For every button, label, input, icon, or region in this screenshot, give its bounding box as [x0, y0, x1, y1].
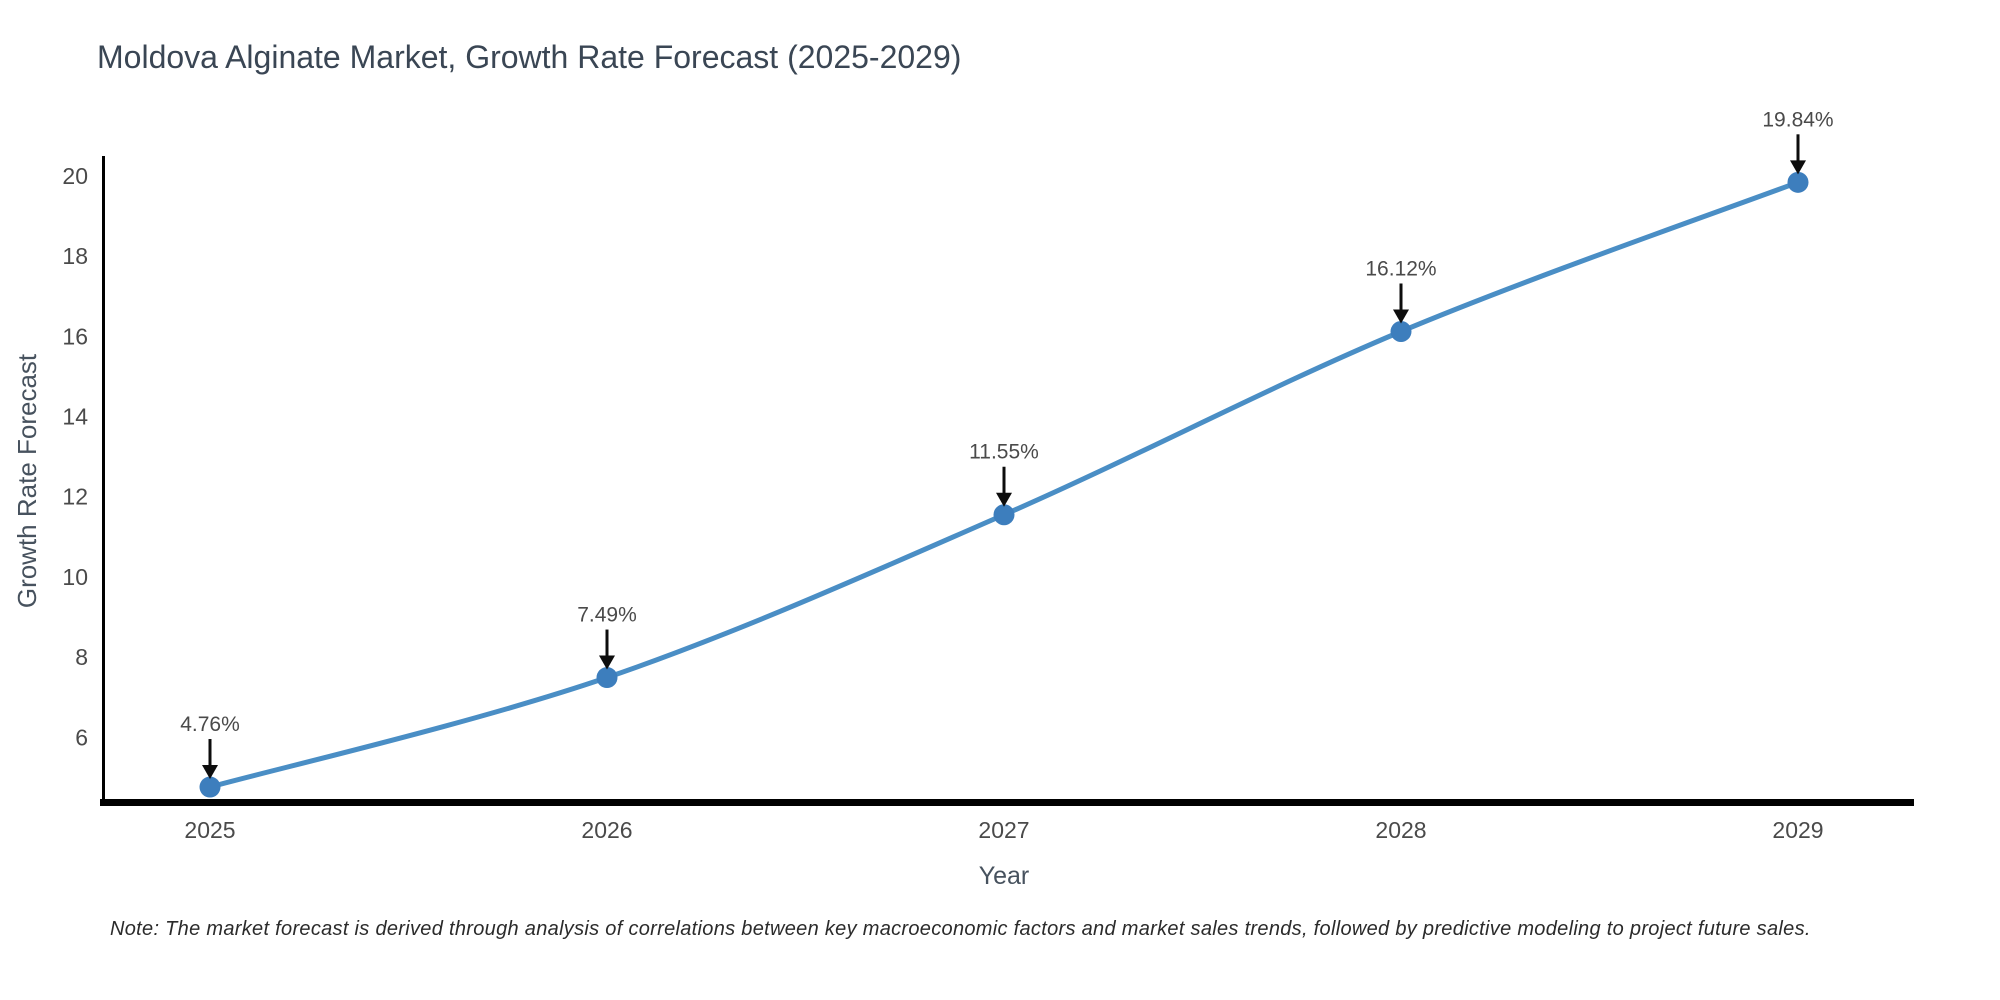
data-point [993, 504, 1015, 526]
x-tick-label: 2027 [978, 817, 1029, 843]
x-axis-title: Year [979, 862, 1030, 890]
annotation-label: 19.84% [1762, 108, 1833, 131]
y-tick-label: 14 [62, 404, 88, 430]
y-axis-line [102, 156, 105, 806]
annotation-arrow-head [1790, 160, 1806, 175]
annotation-arrow-head [202, 765, 218, 780]
annotation-arrow-stem [1002, 466, 1006, 494]
chart-title: Moldova Alginate Market, Growth Rate For… [97, 39, 962, 75]
annotation-arrow-head [599, 655, 615, 670]
footnote: Note: The market forecast is derived thr… [110, 918, 1811, 940]
y-axis-title: Growth Rate Forecast [12, 353, 42, 608]
y-tick-label: 18 [62, 243, 88, 269]
x-tick-label: 2029 [1772, 817, 1823, 843]
annotation-arrow-stem [1399, 283, 1403, 311]
y-tick-label: 12 [62, 484, 88, 510]
annotation-label: 7.49% [577, 604, 637, 627]
y-tick-label: 10 [62, 564, 88, 590]
annotation-arrow-stem [605, 629, 609, 657]
x-axis-line [100, 799, 1914, 806]
x-tick-label: 2028 [1375, 817, 1426, 843]
x-tick-label: 2026 [581, 817, 632, 843]
data-point [1390, 320, 1412, 342]
y-tick-label: 8 [75, 644, 88, 670]
y-tick-label: 6 [75, 724, 88, 750]
annotation-arrow-stem [1796, 134, 1800, 162]
data-point [1787, 171, 1809, 193]
annotation-label: 4.76% [180, 713, 240, 736]
annotation-arrow-stem [208, 739, 212, 767]
annotation-arrow-head [1393, 309, 1409, 324]
data-point [596, 667, 618, 689]
x-tick-label: 2025 [184, 817, 235, 843]
y-tick-label: 20 [62, 163, 88, 189]
annotation-label: 11.55% [969, 441, 1039, 464]
data-point [199, 776, 221, 798]
y-tick-label: 16 [62, 323, 88, 349]
annotation-arrow-head [996, 492, 1012, 507]
annotation-label: 16.12% [1365, 257, 1436, 280]
